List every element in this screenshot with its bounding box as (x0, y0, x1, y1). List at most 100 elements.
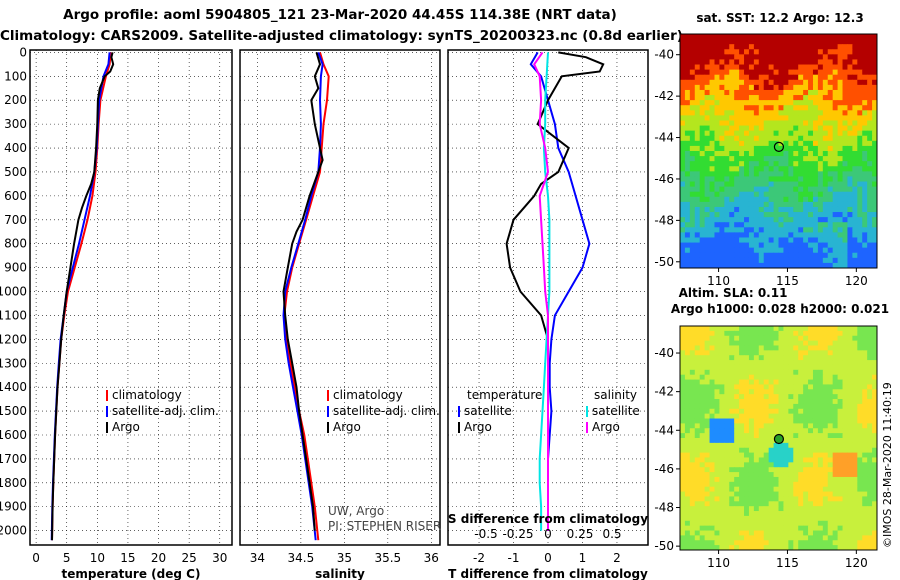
map-cell (817, 457, 824, 463)
map-cell (699, 364, 706, 371)
map-cell (808, 151, 814, 157)
map-cell (753, 227, 760, 233)
map-cell (684, 457, 691, 463)
map-cell (768, 79, 775, 86)
map-cell (837, 403, 844, 410)
map-cell (704, 186, 711, 193)
map-cell (689, 491, 696, 497)
map-cell (753, 384, 760, 390)
map-cell (758, 530, 765, 536)
map-cell (734, 496, 740, 502)
map-cell (714, 423, 720, 429)
map-cell (812, 64, 819, 71)
map-cell (822, 171, 829, 177)
map-cell (867, 457, 873, 463)
map-cell (753, 472, 760, 478)
map-cell (734, 399, 740, 405)
map-cell (709, 237, 715, 244)
map-cell (822, 433, 829, 439)
lon-tick-label: 115 (776, 274, 799, 288)
map-cell (714, 49, 720, 55)
map-cell (803, 140, 809, 147)
map-cell (872, 438, 878, 444)
map-cell (852, 540, 858, 546)
map-cell (803, 364, 809, 371)
map-cell (817, 511, 824, 517)
map-cell (680, 364, 686, 371)
map-cell (803, 89, 809, 96)
map-cell (778, 201, 784, 208)
map-cell (867, 222, 873, 228)
map-cell (837, 212, 844, 218)
map-cell (684, 433, 691, 439)
map-cell (827, 399, 834, 405)
map-cell (842, 467, 848, 473)
map-cell (748, 360, 755, 366)
map-cell (709, 369, 715, 376)
map-cell (783, 176, 789, 183)
map-cell (709, 171, 715, 177)
map-cell (812, 217, 819, 223)
map-cell (847, 511, 853, 517)
map-cell (872, 100, 878, 106)
map-cell (867, 442, 873, 449)
map-cell (748, 481, 755, 488)
map-cell (734, 95, 740, 101)
map-cell (699, 472, 706, 478)
map-cell (694, 369, 701, 376)
map-cell (768, 394, 775, 400)
map-cell (867, 262, 873, 269)
map-cell (862, 201, 868, 208)
map-cell (867, 462, 873, 468)
map-cell (827, 394, 834, 400)
map-cell (758, 201, 765, 208)
map-cell (867, 452, 873, 458)
map-cell (857, 355, 863, 361)
map-cell (680, 120, 686, 127)
map-cell (862, 535, 868, 541)
map-cell (734, 457, 740, 463)
map-cell (852, 95, 858, 101)
map-cell (793, 330, 799, 337)
map-cell (724, 335, 730, 342)
map-cell (847, 89, 853, 96)
map-cell (788, 191, 794, 198)
map-cell (857, 100, 863, 106)
map-cell (709, 69, 715, 76)
map-cell (758, 181, 765, 188)
map-cell (763, 326, 770, 332)
map-cell (680, 181, 686, 188)
lat-tick-label: -40 (654, 48, 674, 62)
map-cell (827, 212, 834, 218)
map-cell (803, 360, 809, 366)
map-cell (793, 326, 799, 332)
map-cell (842, 206, 848, 213)
map-cell (684, 462, 691, 468)
map-cell (763, 206, 770, 213)
map-cell (812, 59, 819, 66)
map-cell (739, 486, 745, 493)
map-cell (744, 438, 750, 444)
map-cell (744, 447, 750, 454)
map-cell (808, 486, 814, 493)
map-cell (812, 374, 819, 381)
map-cell (827, 515, 834, 522)
map-cell (867, 49, 873, 55)
map-cell (842, 413, 848, 420)
map-cell (744, 161, 750, 167)
map-cell (862, 501, 868, 507)
legend-heading-temperature: temperature (467, 388, 542, 402)
map-cell (857, 252, 863, 259)
map-cell (739, 227, 745, 233)
map-cell (734, 438, 740, 444)
map-cell (689, 206, 696, 213)
map-cell (827, 540, 834, 546)
map-cell (803, 408, 809, 415)
map-cell (817, 135, 824, 142)
map-cell (680, 442, 686, 449)
map-cell (788, 217, 794, 223)
map-cell (729, 64, 735, 71)
map-cell (719, 467, 725, 473)
map-cell (872, 330, 878, 337)
map-cell (842, 196, 848, 203)
